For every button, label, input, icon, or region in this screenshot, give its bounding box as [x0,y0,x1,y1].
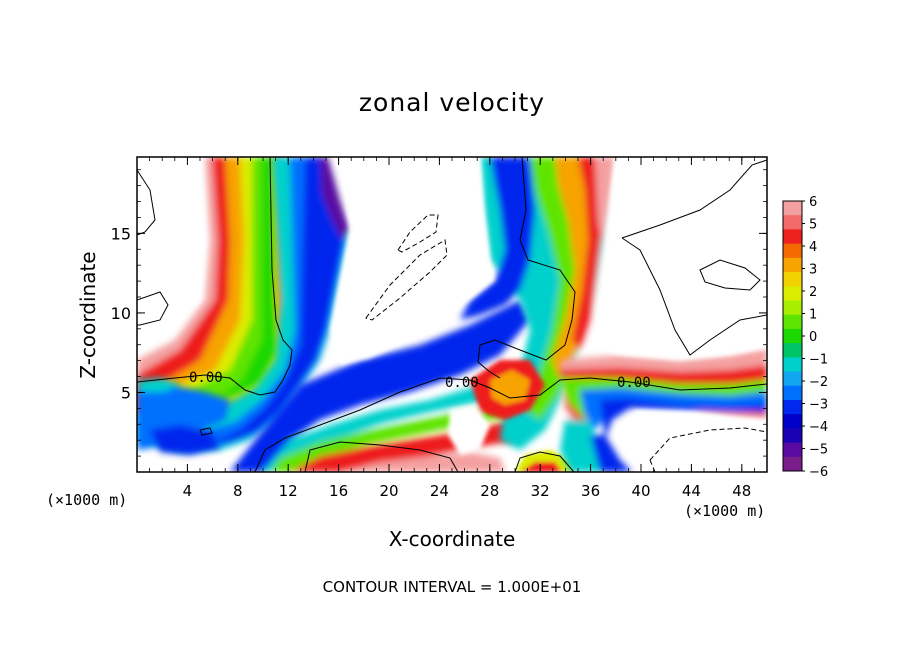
contour-labels: 0.00 0.00 0.00 [189,370,651,391]
colorbar-label: 4 [809,240,817,255]
y-tick-label: 15 [111,224,131,243]
x-tick-label: 4 [183,482,193,500]
x-unit-right: (×1000 m) [684,502,766,520]
contour-right-upper [621,159,767,239]
center-hotspot [448,360,575,472]
white-patch-upper [330,157,495,365]
colorbar-swatch [783,385,802,401]
colorbar-swatch [783,257,802,273]
colorbar-label: −1 [809,353,828,368]
y-tick-label: 5 [121,383,131,402]
colorbar-swatch [783,442,802,458]
colorbar-label: 2 [809,285,817,300]
x-unit-left: (×1000 m) [46,491,128,509]
colorbar-label: 6 [809,195,817,210]
colorbar-swatch [783,229,802,245]
contour-small-left [199,427,213,436]
chart-title: zonal velocity [358,88,546,117]
colorbar-label: 0 [809,330,817,345]
white-patch-right [600,157,767,360]
x-tick-label: 36 [581,482,600,500]
contour-right-mid [621,237,767,356]
colorbar-swatch [783,328,802,344]
dashed-contour-3 [649,427,767,461]
contour-label-1: 0.00 [189,370,223,386]
x-tick-label: 12 [279,482,298,500]
dashed-contour-1 [397,214,439,253]
x-tick-label: 40 [631,482,650,500]
lower-left-blue [137,378,230,455]
white-patch-lower-right [630,410,767,472]
colorbar-swatch [783,243,802,259]
contour-zero-mid [254,377,767,472]
colorbar-swatch [783,272,802,287]
contour-right-loop [699,259,761,291]
x-tick-label: 44 [682,482,701,500]
contour-zero-bottom [514,451,575,472]
colorbar-swatch [783,215,802,230]
x-tick-label: 48 [732,482,751,500]
velocity-field: 0.00 0.00 0.00 [137,157,767,472]
x-tick-label: 8 [233,482,243,500]
contour-zero-left [137,157,293,396]
colorbar-swatch [783,414,802,429]
colorbar-swatch [783,314,802,330]
x-tick-label: 20 [379,482,398,500]
dashed-contour-4 [649,459,656,472]
blue-jet-bands [137,157,350,452]
left-jet-bands [137,157,290,430]
colorbar-swatch [783,399,802,415]
colorbar: 6 5 4 3 2 1 0 −1 −2 −3 −4 −5 −6 [782,195,828,480]
x-axis: 4 8 12 16 20 24 28 32 36 40 44 48 [149,157,755,500]
x-tick-label: 16 [329,482,348,500]
colorbar-label: 1 [809,308,817,323]
colorbar-label: 3 [809,263,817,278]
x-tick-label: 32 [531,482,550,500]
contour-zero-center [477,157,576,379]
colorbar-label: −4 [809,420,828,435]
colorbar-swatch [783,201,802,216]
contour-interval-note: CONTOUR INTERVAL = 1.000E+01 [322,578,582,596]
x-axis-label: X-coordinate [388,527,516,551]
y-axis-label: Z-coordinate [76,251,100,379]
colorbar-swatch [783,357,802,373]
y-tick-label: 10 [111,304,131,323]
central-jet-bands [460,157,615,450]
contour-bottom-mid [304,441,459,472]
negative-contours [365,214,767,472]
colorbar-swatch [783,371,802,387]
colorbar-swatch [783,428,802,444]
contour-lines [137,157,767,472]
colorbar-label: −5 [809,443,828,458]
y-axis: 5 10 15 [111,169,767,457]
colorbar-swatch [783,343,802,358]
colorbar-swatch [783,300,802,316]
x-tick-label: 24 [430,482,449,500]
contour-left-mid [137,291,169,326]
contour-label-3: 0.00 [617,375,651,391]
colorbar-label: 5 [809,218,817,233]
x-tick-label: 28 [480,482,499,500]
contour-label-2: 0.00 [445,375,479,391]
colorbar-label: −3 [809,398,828,413]
colorbar-label: −2 [809,375,828,390]
colorbar-swatch [783,456,802,472]
colorbar-label: −6 [809,465,828,480]
colorbar-swatch [783,286,802,301]
